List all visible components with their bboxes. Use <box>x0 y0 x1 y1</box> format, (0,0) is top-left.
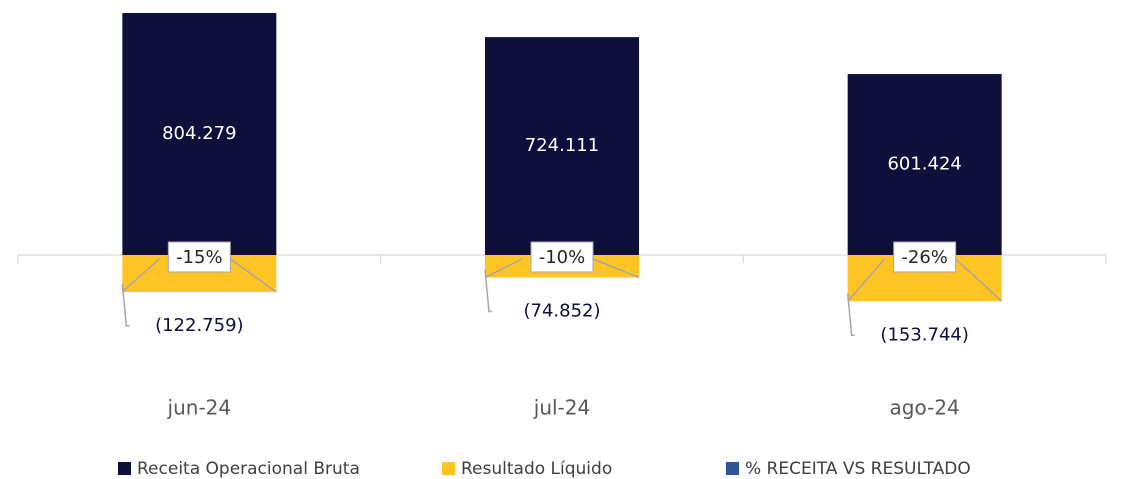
percent-box <box>530 241 594 273</box>
value-label: -15% <box>176 247 223 268</box>
value-label: (153.744) <box>880 324 968 345</box>
value-label: (122.759) <box>155 315 243 336</box>
value-label: -26% <box>901 247 948 268</box>
bar <box>122 13 277 255</box>
leader-line <box>484 258 523 279</box>
leader-line <box>121 258 160 293</box>
legend-swatch <box>442 462 455 475</box>
leader-line <box>955 258 1003 302</box>
legend-label: % RECEITA VS RESULTADO <box>745 459 971 479</box>
x-tick-label: jul-24 <box>533 396 590 420</box>
leader-line <box>229 258 277 293</box>
leader-line <box>484 269 492 313</box>
legend-label: Resultado Líquido <box>461 459 612 479</box>
legend-swatch <box>726 462 739 475</box>
leader-line <box>847 258 886 302</box>
percent-box <box>167 241 231 273</box>
leader-line <box>121 283 130 327</box>
value-label: (74.852) <box>523 301 600 322</box>
x-tick-label: jun-24 <box>167 396 232 420</box>
value-label: 601.424 <box>887 154 961 175</box>
leader-line <box>846 293 855 337</box>
legend-label: Receita Operacional Bruta <box>137 459 360 479</box>
leader-line <box>592 258 640 279</box>
value-label: -10% <box>539 247 586 268</box>
percent-box <box>893 241 957 273</box>
bar <box>847 74 1002 255</box>
value-label: 724.111 <box>525 135 599 156</box>
bar <box>485 37 639 256</box>
value-label: 804.279 <box>162 123 236 144</box>
legend-swatch <box>118 462 131 475</box>
x-tick-label: ago-24 <box>890 396 960 420</box>
